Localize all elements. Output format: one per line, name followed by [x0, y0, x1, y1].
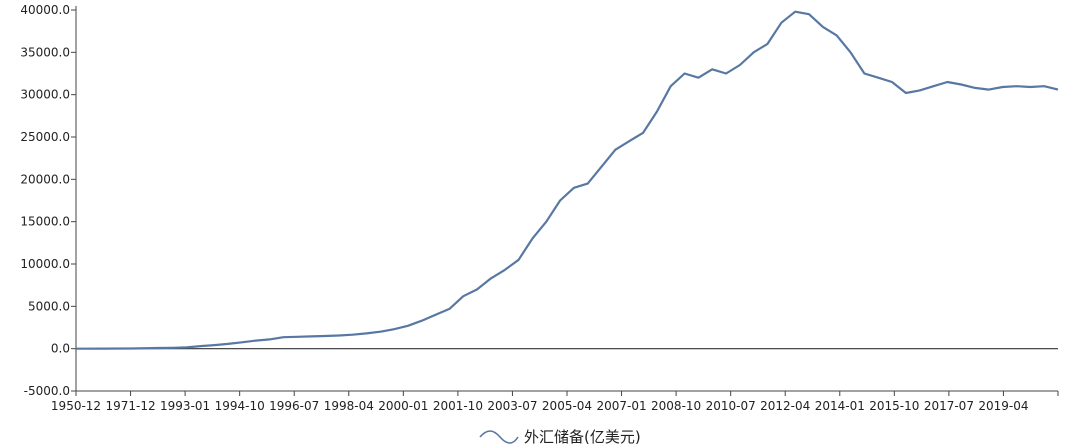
x-tick-label: 1998-04 — [324, 399, 374, 413]
x-tick-label: 2010-07 — [706, 399, 756, 413]
x-tick-label: 1994-10 — [215, 399, 265, 413]
x-tick-label: 2014-01 — [815, 399, 865, 413]
y-tick-label: 10000.0 — [20, 257, 70, 271]
x-tick-label: 2001-10 — [433, 399, 483, 413]
x-tick-label: 1993-01 — [160, 399, 210, 413]
y-tick-label: 0.0 — [51, 342, 70, 356]
x-tick-label: 2017-07 — [924, 399, 974, 413]
y-tick-label: 5000.0 — [28, 299, 70, 313]
x-tick-label: 1996-07 — [269, 399, 319, 413]
x-tick-label: 2019-04 — [978, 399, 1028, 413]
y-tick-label: -5000.0 — [24, 384, 70, 398]
x-axis: 1950-12 1971-12 1993-01 1994-10 1996-07 1998-… — [51, 348, 1059, 413]
y-tick-label: 40000.0 — [20, 3, 70, 17]
x-tick-label: 1950-12 — [51, 399, 101, 413]
x-tick-label: 2003-07 — [487, 399, 537, 413]
x-tick-label: 1971-12 — [105, 399, 155, 413]
x-tick-label: 2012-04 — [760, 399, 810, 413]
y-tick-label: 25000.0 — [20, 130, 70, 144]
y-tick-label: 35000.0 — [20, 45, 70, 59]
y-tick-label: 20000.0 — [20, 172, 70, 186]
x-tick-label: 2000-01 — [378, 399, 428, 413]
x-tick-label: 2005-04 — [542, 399, 592, 413]
y-axis: 40000.0 35000.0 30000.0 25000.0 20000.0 15000… — [20, 3, 77, 398]
plot-area — [75, 10, 1059, 350]
x-tick-label: 2007-01 — [596, 399, 646, 413]
x-tick-label: 2008-10 — [651, 399, 701, 413]
legend-line-icon — [479, 430, 519, 444]
legend: 外汇储备(亿美元) — [479, 428, 641, 446]
legend-label: 外汇储备(亿美元) — [524, 428, 641, 446]
x-tick-label: 2015-10 — [869, 399, 919, 413]
series-line-forex-reserve — [75, 10, 1059, 350]
y-tick-label: 30000.0 — [20, 88, 70, 102]
y-tick-label: 15000.0 — [20, 215, 70, 229]
